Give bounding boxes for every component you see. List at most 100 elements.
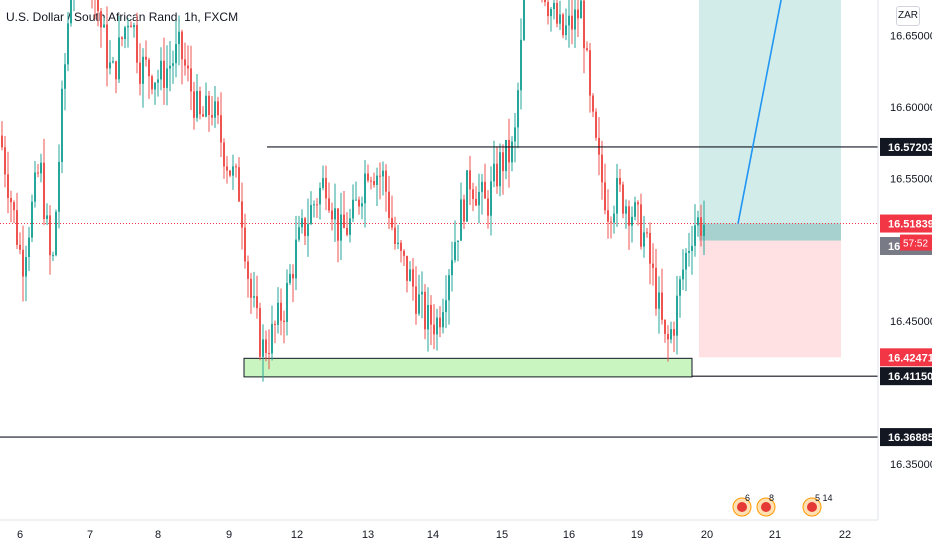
candle-body[interactable] <box>412 269 414 287</box>
candle-body[interactable] <box>202 114 204 117</box>
candle-body[interactable] <box>502 152 504 172</box>
price-label[interactable]: 16.51839 <box>888 219 932 231</box>
candle-body[interactable] <box>508 140 510 163</box>
candle-body[interactable] <box>115 61 117 80</box>
candle-body[interactable] <box>643 232 645 247</box>
candle-body[interactable] <box>229 170 231 176</box>
candle-body[interactable] <box>418 294 420 314</box>
candle-body[interactable] <box>34 172 36 202</box>
projection-arrow[interactable] <box>737 0 800 224</box>
candle-body[interactable] <box>688 250 690 253</box>
candle-body[interactable] <box>430 304 432 325</box>
candle-body[interactable] <box>295 239 297 279</box>
candle-body[interactable] <box>637 202 639 205</box>
candle-body[interactable] <box>613 213 615 223</box>
candle-body[interactable] <box>49 215 51 256</box>
candle-body[interactable] <box>373 181 375 185</box>
candle-body[interactable] <box>334 208 336 220</box>
candle-body[interactable] <box>259 308 261 357</box>
candle-body[interactable] <box>208 95 210 116</box>
candle-body[interactable] <box>679 279 681 296</box>
candle-body[interactable] <box>604 182 606 211</box>
candle-body[interactable] <box>340 214 342 241</box>
candle-body[interactable] <box>589 50 591 96</box>
candle-body[interactable] <box>298 227 300 240</box>
candle-body[interactable] <box>286 282 288 322</box>
candle-body[interactable] <box>169 65 171 69</box>
candle-body[interactable] <box>247 261 249 279</box>
candle-body[interactable] <box>97 0 99 12</box>
candle-body[interactable] <box>544 0 546 3</box>
candle-body[interactable] <box>31 201 33 238</box>
candle-body[interactable] <box>343 214 345 228</box>
candle-body[interactable] <box>514 127 516 142</box>
candle-body[interactable] <box>505 140 507 172</box>
candle-body[interactable] <box>211 115 213 118</box>
candle-body[interactable] <box>124 27 126 40</box>
candle-body[interactable] <box>163 60 165 88</box>
position-profit-zone[interactable] <box>699 0 841 224</box>
candle-body[interactable] <box>478 191 480 206</box>
candle-body[interactable] <box>322 178 324 188</box>
candle-body[interactable] <box>382 170 384 177</box>
candle-body[interactable] <box>58 161 60 212</box>
candle-body[interactable] <box>40 162 42 174</box>
candle-body[interactable] <box>148 59 150 77</box>
candle-body[interactable] <box>625 206 627 214</box>
candle-body[interactable] <box>433 324 435 335</box>
candle-body[interactable] <box>676 295 678 336</box>
candle-body[interactable] <box>319 187 321 205</box>
candle-body[interactable] <box>640 204 642 247</box>
candle-body[interactable] <box>469 170 471 190</box>
candle-body[interactable] <box>379 175 381 177</box>
candle-body[interactable] <box>442 312 444 328</box>
candle-body[interactable] <box>280 302 282 321</box>
candle-body[interactable] <box>415 286 417 314</box>
candle-body[interactable] <box>4 147 6 175</box>
candle-body[interactable] <box>370 180 372 182</box>
candle-body[interactable] <box>403 250 405 256</box>
candle-body[interactable] <box>316 204 318 206</box>
candle-body[interactable] <box>667 333 669 340</box>
candle-body[interactable] <box>481 181 483 192</box>
candle-body[interactable] <box>70 0 72 24</box>
candle-body[interactable] <box>184 59 186 66</box>
price-label[interactable]: 16.41150 <box>888 371 932 383</box>
candle-body[interactable] <box>634 202 636 217</box>
candle-body[interactable] <box>697 217 699 226</box>
candle-body[interactable] <box>490 181 492 216</box>
candle-body[interactable] <box>649 232 651 264</box>
candle-body[interactable] <box>631 216 633 226</box>
candle-body[interactable] <box>595 111 597 138</box>
candle-body[interactable] <box>292 273 294 279</box>
candle-body[interactable] <box>325 178 327 199</box>
candle-body[interactable] <box>109 62 111 69</box>
candle-body[interactable] <box>112 61 114 63</box>
candle-body[interactable] <box>61 88 63 162</box>
candle-body[interactable] <box>223 142 225 167</box>
candle-body[interactable] <box>337 208 339 241</box>
candle-body[interactable] <box>601 154 603 183</box>
candle-body[interactable] <box>658 292 660 309</box>
candle-body[interactable] <box>439 317 441 328</box>
candle-body[interactable] <box>43 162 45 220</box>
candle-body[interactable] <box>100 11 102 28</box>
candle-body[interactable] <box>466 170 468 222</box>
candle-body[interactable] <box>568 15 570 26</box>
candle-body[interactable] <box>346 227 348 235</box>
candle-body[interactable] <box>700 217 702 237</box>
candle-body[interactable] <box>103 24 105 28</box>
candle-body[interactable] <box>421 291 423 295</box>
candle-body[interactable] <box>1 135 3 148</box>
candle-body[interactable] <box>577 9 579 19</box>
candle-body[interactable] <box>127 25 129 28</box>
candle-body[interactable] <box>52 255 54 257</box>
candle-body[interactable] <box>352 199 354 219</box>
currency-badge[interactable]: ZAR <box>896 6 920 26</box>
candle-body[interactable] <box>37 172 39 174</box>
candle-body[interactable] <box>10 198 12 203</box>
candle-body[interactable] <box>367 173 369 181</box>
candle-body[interactable] <box>16 210 18 245</box>
